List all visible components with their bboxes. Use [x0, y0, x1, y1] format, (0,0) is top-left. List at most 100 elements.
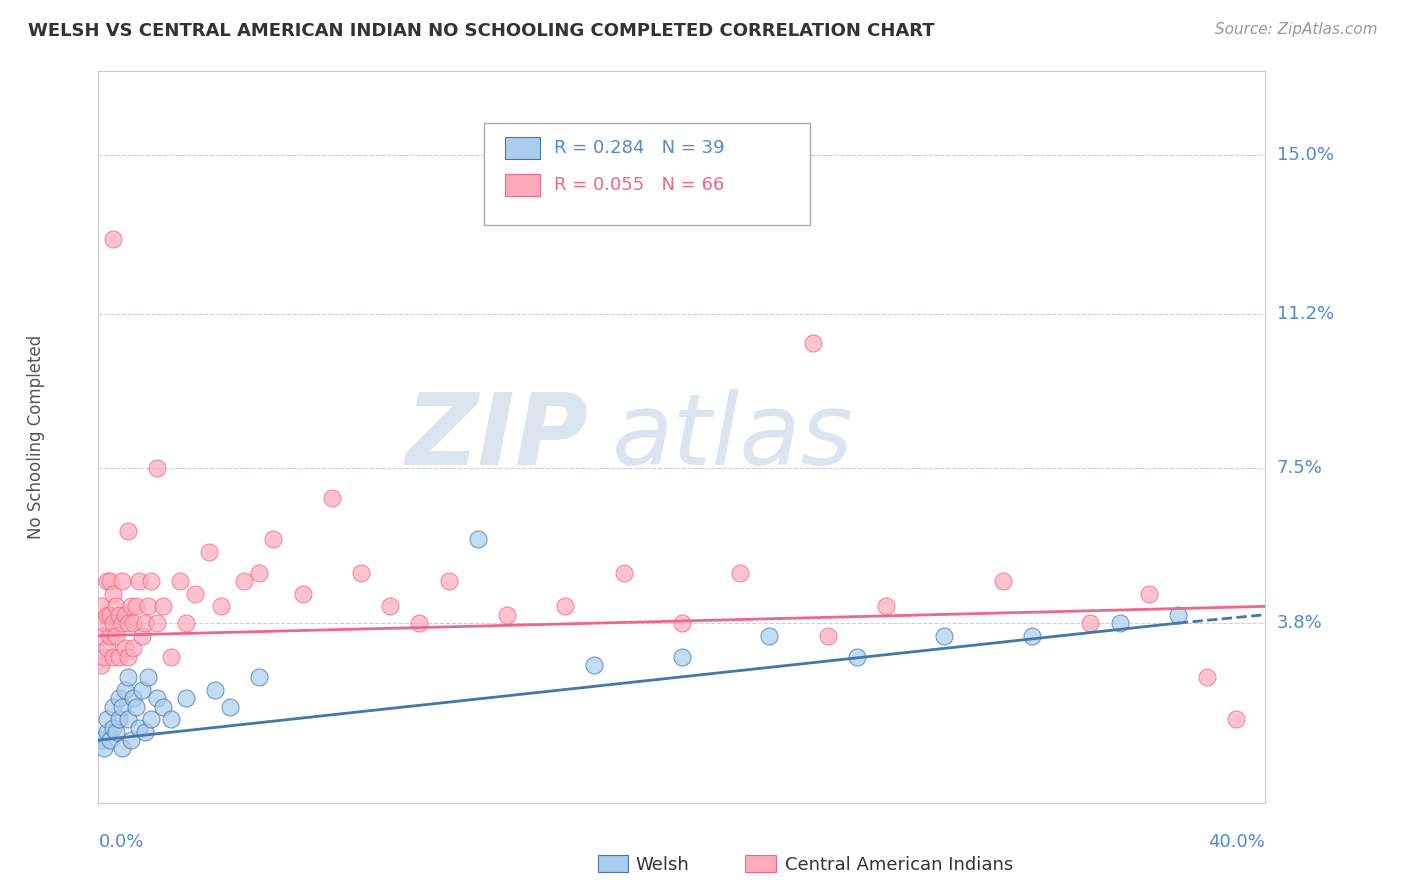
- Point: [125, 599, 148, 614]
- Point: [209, 599, 232, 614]
- Point: [321, 491, 343, 505]
- Point: [728, 566, 751, 580]
- Text: atlas: atlas: [612, 389, 853, 485]
- Point: [101, 616, 124, 631]
- Text: R = 0.284   N = 39: R = 0.284 N = 39: [554, 139, 724, 157]
- Point: [152, 599, 174, 614]
- Point: [108, 691, 131, 706]
- Point: [114, 682, 136, 697]
- Point: [101, 699, 124, 714]
- Point: [160, 712, 183, 726]
- Point: [1225, 712, 1247, 726]
- Point: [758, 629, 780, 643]
- Text: 0.0%: 0.0%: [98, 833, 143, 851]
- Point: [122, 616, 145, 631]
- Point: [204, 682, 226, 697]
- Point: [96, 712, 118, 726]
- Text: WELSH VS CENTRAL AMERICAN INDIAN NO SCHOOLING COMPLETED CORRELATION CHART: WELSH VS CENTRAL AMERICAN INDIAN NO SCHO…: [28, 22, 935, 40]
- Point: [146, 616, 169, 631]
- Point: [117, 712, 139, 726]
- Point: [114, 607, 136, 622]
- Point: [134, 724, 156, 739]
- Point: [437, 574, 460, 589]
- Point: [801, 336, 824, 351]
- Point: [117, 616, 139, 631]
- Point: [122, 691, 145, 706]
- Point: [183, 587, 205, 601]
- Point: [122, 641, 145, 656]
- Point: [554, 599, 576, 614]
- Point: [111, 616, 134, 631]
- Bar: [505, 137, 540, 159]
- Point: [131, 629, 153, 643]
- Point: [98, 733, 121, 747]
- Point: [120, 599, 142, 614]
- Point: [174, 691, 197, 706]
- Text: 15.0%: 15.0%: [1277, 146, 1333, 164]
- Point: [108, 649, 131, 664]
- Point: [247, 670, 270, 684]
- Point: [139, 712, 162, 726]
- Point: [117, 670, 139, 684]
- Point: [117, 649, 139, 664]
- Point: [101, 231, 124, 245]
- Point: [169, 574, 191, 589]
- Text: 7.5%: 7.5%: [1277, 459, 1323, 477]
- Point: [125, 699, 148, 714]
- Point: [845, 649, 868, 664]
- Point: [96, 574, 118, 589]
- Point: [93, 649, 115, 664]
- Point: [90, 629, 112, 643]
- Text: R = 0.055   N = 66: R = 0.055 N = 66: [554, 176, 724, 194]
- Point: [108, 607, 131, 622]
- Point: [198, 545, 221, 559]
- Text: 3.8%: 3.8%: [1277, 614, 1322, 632]
- Point: [671, 649, 693, 664]
- Point: [104, 724, 127, 739]
- Point: [1108, 616, 1130, 631]
- Point: [378, 599, 402, 614]
- Text: ZIP: ZIP: [405, 389, 589, 485]
- Point: [111, 699, 134, 714]
- Point: [93, 616, 115, 631]
- Point: [495, 607, 517, 622]
- Point: [218, 699, 240, 714]
- Point: [174, 616, 197, 631]
- Point: [160, 649, 183, 664]
- Point: [875, 599, 897, 614]
- Point: [90, 599, 112, 614]
- Point: [467, 533, 489, 547]
- Text: 40.0%: 40.0%: [1209, 833, 1265, 851]
- Point: [1080, 616, 1102, 631]
- Point: [262, 533, 284, 547]
- Point: [120, 733, 142, 747]
- Point: [104, 629, 127, 643]
- FancyBboxPatch shape: [484, 122, 810, 225]
- Text: Central American Indians: Central American Indians: [785, 856, 1012, 874]
- Point: [96, 641, 118, 656]
- Point: [101, 587, 124, 601]
- Point: [136, 670, 159, 684]
- Point: [90, 733, 112, 747]
- Point: [98, 629, 121, 643]
- Point: [1167, 607, 1189, 622]
- Text: 11.2%: 11.2%: [1277, 305, 1334, 323]
- Point: [117, 524, 139, 538]
- Point: [817, 629, 839, 643]
- Point: [98, 607, 121, 622]
- Point: [1137, 587, 1160, 601]
- Point: [146, 691, 169, 706]
- Point: [134, 616, 156, 631]
- Text: No Schooling Completed: No Schooling Completed: [27, 335, 45, 539]
- Point: [350, 566, 373, 580]
- Bar: [505, 174, 540, 195]
- Point: [146, 461, 169, 475]
- Point: [139, 574, 162, 589]
- Point: [131, 682, 153, 697]
- Point: [108, 712, 131, 726]
- Point: [934, 629, 956, 643]
- Point: [612, 566, 634, 580]
- Point: [111, 741, 134, 756]
- Point: [114, 641, 136, 656]
- Point: [671, 616, 693, 631]
